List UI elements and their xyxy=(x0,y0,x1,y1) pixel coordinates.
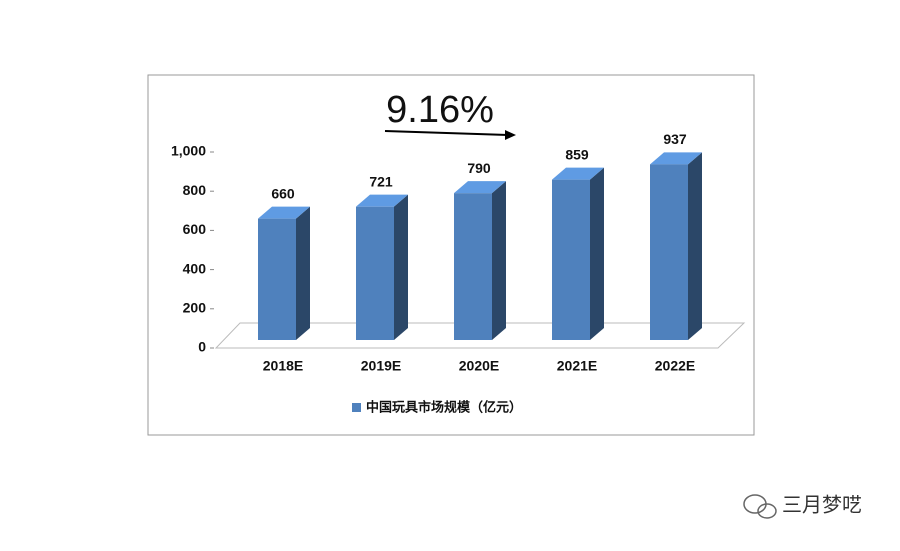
bar xyxy=(356,206,394,340)
y-tick-label: 1,000 xyxy=(171,143,206,159)
bar xyxy=(454,193,492,340)
bar-side xyxy=(394,194,408,340)
bar-top xyxy=(454,181,506,194)
bar-side xyxy=(492,181,506,340)
bar xyxy=(650,164,688,340)
bar-side xyxy=(296,206,310,340)
bar-side xyxy=(688,152,702,340)
x-tick-label: 2020E xyxy=(459,358,499,374)
watermark: 三月梦呓 xyxy=(782,493,862,516)
y-tick-label: 600 xyxy=(183,221,207,237)
bar-top xyxy=(356,194,408,207)
value-label: 660 xyxy=(271,185,295,201)
y-tick-label: 200 xyxy=(183,300,207,316)
bar-top xyxy=(552,167,604,180)
x-tick-label: 2022E xyxy=(655,358,695,374)
legend-swatch xyxy=(352,403,361,412)
x-tick-label: 2021E xyxy=(557,358,597,374)
value-label: 790 xyxy=(467,160,491,176)
annotation: 9.16% xyxy=(386,89,494,131)
y-tick-label: 0 xyxy=(198,339,206,355)
watermark-icon xyxy=(743,494,777,519)
value-label: 937 xyxy=(663,131,687,147)
value-label: 721 xyxy=(369,173,393,189)
y-tick-label: 400 xyxy=(183,260,207,276)
trend-arrow xyxy=(384,130,509,136)
bar xyxy=(258,218,296,340)
x-tick-label: 2019E xyxy=(361,358,401,374)
arrow-head xyxy=(505,130,516,140)
value-label: 859 xyxy=(565,146,589,162)
y-tick-label: 800 xyxy=(183,182,207,198)
bar-top xyxy=(650,152,702,165)
bar-side xyxy=(590,167,604,340)
x-tick-label: 2018E xyxy=(263,358,303,374)
legend-label: 中国玩具市场规模（亿元） xyxy=(366,399,522,414)
bar-top xyxy=(258,206,310,219)
bar xyxy=(552,179,590,340)
